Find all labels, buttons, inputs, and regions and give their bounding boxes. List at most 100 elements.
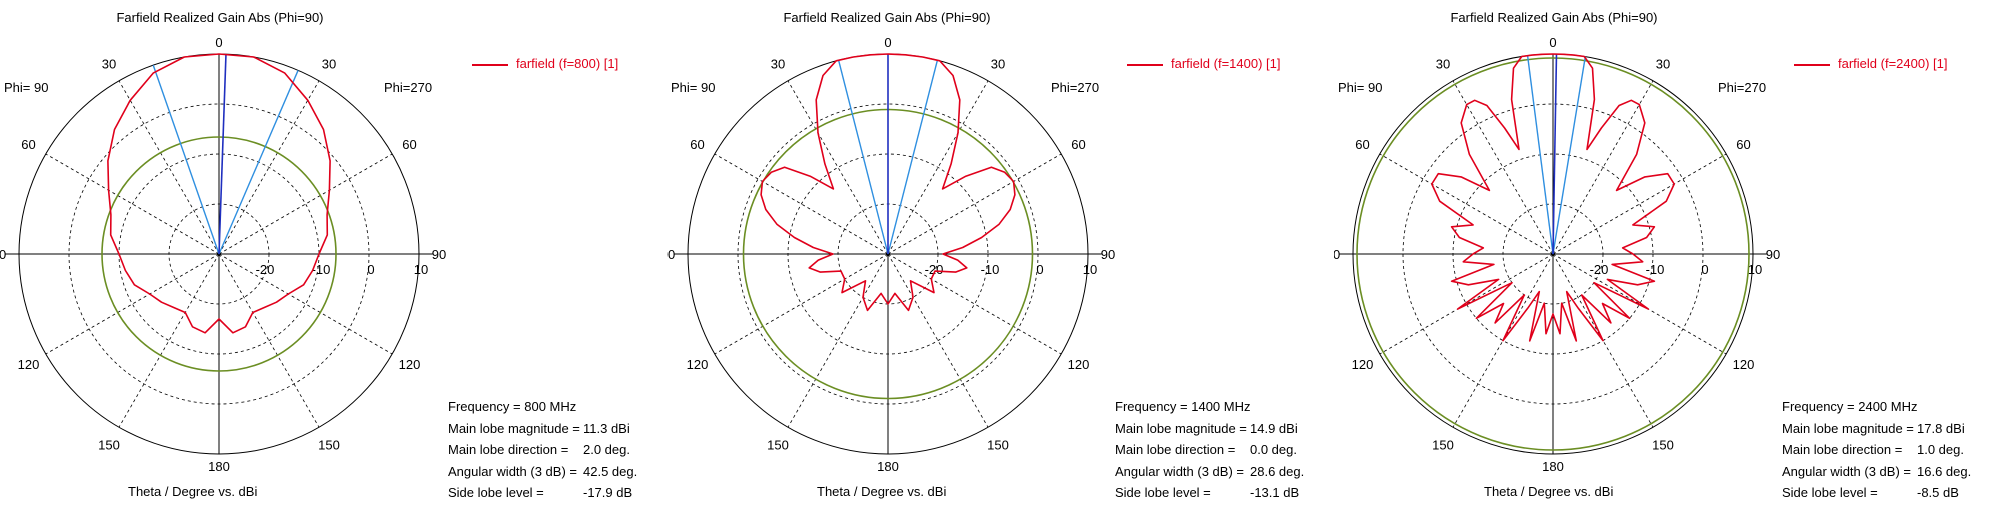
angle-tick-label: 60 (21, 137, 35, 152)
legend-swatch (1127, 63, 1163, 66)
legend-swatch (1794, 63, 1830, 66)
chart-title: Farfield Realized Gain Abs (Phi=90) (1450, 10, 1658, 25)
polar-chart-2400: 0 30 30 60 60 90 90 120 120 150 150 180 -20 -10 0 10 Fa… (1334, 0, 2000, 508)
radial-tick-label: 0 (1701, 262, 1708, 277)
grid-spoke (218, 153, 393, 255)
angle-tick-label: 150 (1652, 438, 1674, 453)
angle-tick-label: 60 (402, 137, 416, 152)
x-axis-label: Theta / Degree vs. dBi (128, 484, 258, 499)
phi-left-label: Phi= 90 (4, 80, 49, 95)
info-row: Frequency = 2400 MHz (1782, 399, 1918, 414)
angle-tick-label: 90 (1766, 247, 1780, 262)
beam-edge-line (218, 70, 299, 255)
info-row: Angular width (3 dB) = 28.6 deg. (1115, 463, 1305, 479)
grid-spoke (118, 80, 220, 255)
phi-left-label: Phi= 90 (671, 80, 716, 95)
grid-spoke (1552, 153, 1727, 255)
gain-pattern-curve (107, 53, 331, 334)
radial-tick-label: -10 (981, 262, 1000, 277)
grid-spoke (1379, 153, 1554, 255)
threshold-circle (1356, 57, 1750, 451)
radial-tick-label: 0 (367, 262, 374, 277)
angle-tick-label: 120 (1733, 357, 1755, 372)
info-row: Side lobe level = -17.9 dB (448, 485, 633, 500)
angle-tick-label: 30 (991, 56, 1005, 71)
angle-tick-label: 60 (1355, 137, 1369, 152)
angle-tick-label: 90 (1101, 247, 1115, 262)
angle-tick-label: 120 (1068, 357, 1090, 372)
angle-tick-label: 90 (0, 247, 6, 262)
info-row: Frequency = 800 MHz (448, 399, 577, 414)
angle-tick-label: 30 (1656, 56, 1670, 71)
grid-spoke (887, 253, 1062, 355)
info-row: Main lobe direction = 1.0 deg. (1782, 442, 1964, 457)
radial-tick-label: -20 (925, 262, 944, 277)
beam-edge-line (152, 64, 220, 255)
grid-spoke (1452, 80, 1554, 255)
x-axis-label: Theta / Degree vs. dBi (817, 484, 947, 499)
gain-pattern-curve (760, 53, 1016, 312)
beam-edge-line (837, 60, 889, 255)
beam-edge-line (887, 60, 939, 255)
grid-spoke (118, 253, 220, 428)
phi-right-label: Phi=270 (1718, 80, 1767, 95)
radial-tick-label: 10 (1748, 262, 1762, 277)
angle-tick-label: 90 (432, 247, 446, 262)
info-box: Frequency = 2400 MHz Main lobe magnitude… (1782, 396, 1971, 504)
threshold-circle (101, 136, 337, 372)
info-row: Side lobe level = -8.5 dB (1782, 485, 1959, 500)
angle-tick-label: 180 (208, 459, 230, 474)
info-row: Main lobe magnitude = 11.3 dBi (448, 420, 630, 436)
angle-tick-label: 150 (987, 438, 1009, 453)
radial-tick-label: 10 (1083, 262, 1097, 277)
angle-tick-label: 30 (1436, 56, 1450, 71)
info-row: Side lobe level = -13.1 dB (1115, 485, 1300, 500)
angle-tick-label: 120 (687, 357, 709, 372)
info-row: Angular width (3 dB) = 42.5 deg. (448, 463, 638, 479)
x-axis-label: Theta / Degree vs. dBi (1484, 484, 1614, 499)
angle-tick-label: 0 (1549, 35, 1556, 50)
angle-tick-label: 30 (771, 56, 785, 71)
angle-tick-label: 120 (399, 357, 421, 372)
main-lobe-direction-line (1552, 54, 1558, 255)
grid-spoke (45, 253, 220, 355)
info-box: Frequency = 1400 MHz Main lobe magnitude… (1115, 396, 1304, 504)
legend: farfield (f=1400) [1] (1127, 56, 1280, 71)
legend-label: farfield (f=800) [1] (516, 56, 619, 71)
angle-tick-label: 30 (102, 56, 116, 71)
polar-plot-svg: 0 30 30 60 60 90 90 120 120 150 150 180 -20 -10 0 10 (1334, 35, 1780, 474)
radial-tick-label: -10 (312, 262, 331, 277)
angle-tick-label: 60 (1736, 137, 1750, 152)
polar-chart-800: 0 30 30 60 60 90 90 120 120 150 150 180 -20 -10 0 10 Fa… (0, 0, 666, 508)
phi-right-label: Phi=270 (384, 80, 433, 95)
legend-label: farfield (f=1400) [1] (1171, 56, 1281, 71)
angle-tick-label: 60 (690, 137, 704, 152)
grid-spoke (887, 153, 1062, 255)
legend: farfield (f=2400) [1] (1794, 56, 1947, 71)
angle-tick-label: 150 (98, 438, 120, 453)
chart-title: Farfield Realized Gain Abs (Phi=90) (116, 10, 324, 25)
radial-tick-label: 0 (1036, 262, 1043, 277)
grid-spoke (218, 253, 393, 355)
polar-plot-svg: 0 30 30 60 60 90 90 120 120 150 150 180 -20 -10 0 10 (0, 35, 446, 474)
angle-tick-label: 150 (767, 438, 789, 453)
angle-tick-label: 0 (884, 35, 891, 50)
angle-tick-label: 120 (1352, 357, 1374, 372)
angle-tick-label: 0 (215, 35, 222, 50)
polar-chart-1400: 0 30 30 60 60 90 90 120 120 150 150 180 -20 -10 0 10 Fa… (667, 0, 1333, 508)
legend: farfield (f=800) [1] (472, 56, 618, 71)
info-row: Angular width (3 dB) = 16.6 deg. (1782, 463, 1972, 479)
polar-plot-svg: 0 30 30 60 60 90 90 120 120 150 150 180 -20 -10 0 10 (667, 35, 1115, 474)
angle-tick-label: 90 (1334, 247, 1340, 262)
angle-tick-label: 120 (18, 357, 40, 372)
beam-edge-line (1526, 55, 1554, 255)
radial-tick-label: -20 (256, 262, 275, 277)
angle-tick-label: 180 (1542, 459, 1564, 474)
info-box: Frequency = 800 MHz Main lobe magnitude … (448, 396, 637, 504)
phi-right-label: Phi=270 (1051, 80, 1100, 95)
angle-tick-label: 150 (1432, 438, 1454, 453)
info-row: Main lobe magnitude = 14.9 dBi (1115, 420, 1298, 436)
radial-tick-label: 10 (414, 262, 428, 277)
angle-tick-label: 90 (667, 247, 675, 262)
angle-tick-label: 60 (1071, 137, 1085, 152)
